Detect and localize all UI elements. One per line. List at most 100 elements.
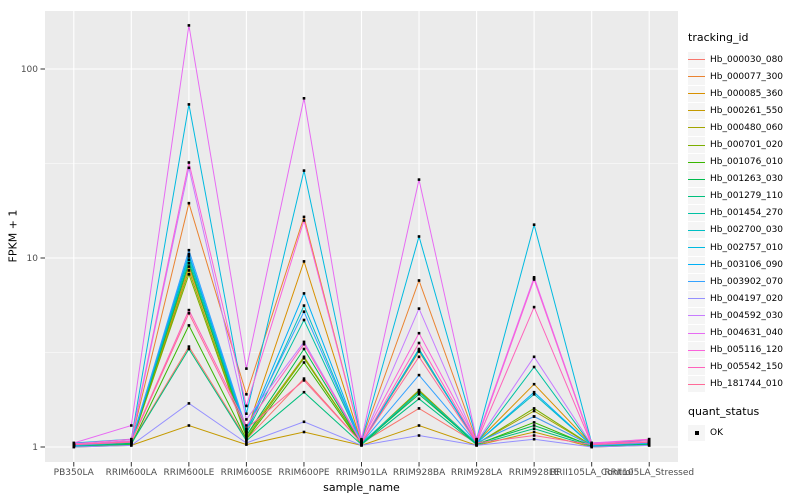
x-axis-title: sample_name [323,481,400,494]
data-point [302,420,306,424]
data-point [417,279,421,282]
data-point [187,273,191,276]
data-point [245,393,248,396]
legend-item-Hb_000480_060: Hb_000480_060 [688,119,800,136]
data-point [187,201,191,205]
data-point [532,382,536,386]
data-point [302,318,306,322]
legend-item-label: Hb_001279_110 [710,191,784,202]
legend-key-swatch [688,222,705,239]
data-point [647,444,651,447]
legend-key-swatch [688,85,705,102]
data-point [245,437,248,441]
data-points [72,24,651,449]
x-tick-label: RRIM928LE [509,468,560,478]
quant-status-square-icon [694,431,699,436]
series-color-line-icon [688,76,705,78]
legend-item-label: Hb_000030_080 [710,54,784,65]
legend-item-label: Hb_000077_300 [710,71,784,82]
legend-item-Hb_003902_070: Hb_003902_070 [688,273,800,290]
legend-item-label: Hb_181744_010 [710,379,784,390]
data-point [532,305,536,309]
data-point [302,379,306,382]
x-tick-label: RRII105LA_Control [550,468,633,478]
data-point [187,308,191,312]
legend-key-swatch [688,359,705,376]
legend-item-label: OK [710,428,723,439]
data-point [187,248,191,252]
data-point [245,436,248,439]
data-point [302,430,306,434]
y-tick-label: 1 [32,443,38,453]
data-point [475,441,478,445]
series-color-line-icon [688,59,705,61]
data-point [475,439,478,442]
legend-item-Hb_001454_270: Hb_001454_270 [688,205,800,222]
data-point [302,340,306,344]
legend-item-label: Hb_003106_090 [710,259,784,270]
legend-item-label: Hb_002757_010 [710,242,784,253]
legend-item-Hb_181744_010: Hb_181744_010 [688,376,800,393]
x-tick-label: RRIM928BA [393,468,446,478]
legend-item-Hb_000261_550: Hb_000261_550 [688,102,800,119]
data-point [417,397,421,401]
legend-key-swatch [688,256,705,273]
data-point [245,424,248,427]
data-point [417,373,421,377]
data-point [532,421,536,424]
data-point [417,424,421,427]
series-color-line-icon [688,178,705,180]
legend-item-quant-ok: OK [688,425,800,442]
data-point [647,437,651,441]
legend-item-Hb_004631_040: Hb_004631_040 [688,325,800,342]
data-point [187,265,191,268]
legend-item-label: Hb_005116_120 [710,345,784,356]
data-point [302,97,306,100]
x-tick-label: RRIM600SE [221,468,273,478]
series-color-line-icon [688,144,705,146]
legend-tracking-list: Hb_000030_080 Hb_000077_300 Hb_000085_360 H… [688,51,800,393]
legend-item-label: Hb_001263_030 [710,174,784,185]
legend-key-swatch [688,325,705,342]
x-tick-label: PB350LA [54,468,95,478]
data-point [417,331,421,335]
data-point [417,307,421,310]
series-color-line-icon [688,366,705,368]
data-point [245,434,248,437]
y-axis-title: FPKM + 1 [6,209,20,263]
data-point [475,444,478,447]
x-tick-label: RRIM600LA [106,468,158,478]
data-point [245,404,248,408]
data-point [417,393,421,396]
data-point [187,161,191,164]
legend-key-swatch [688,239,705,256]
data-point [187,424,191,427]
legend-key-swatch [688,205,705,222]
y-tick-label: 100 [21,65,38,75]
data-point [130,437,133,441]
legend-item-label: Hb_000480_060 [710,122,784,133]
data-point [417,355,421,359]
tick-labels: PB350LA RRIM600LA RRIM600LE RRIM600SE RRIM60… [21,65,694,478]
series-color-line-icon [688,195,705,197]
data-point [187,261,191,265]
data-point [187,402,191,405]
data-point [245,432,248,435]
data-point [187,103,191,106]
legend-key-swatch [688,290,705,307]
data-point [187,269,191,272]
data-point [187,345,191,348]
x-tick-label: RRIM928LA [451,468,503,478]
x-tick-label: RRII105LA_Stressed [604,468,694,478]
series-color-line-icon [688,315,705,317]
data-point [72,443,76,446]
legend-item-label: Hb_003902_070 [710,276,784,287]
series-color-line-icon [688,332,705,334]
data-point [532,430,536,434]
y-tick-label: 10 [27,254,39,264]
data-point [302,361,306,364]
legend-key-swatch [688,51,705,68]
legend-item-Hb_000085_360: Hb_000085_360 [688,85,800,102]
data-point [187,312,191,315]
